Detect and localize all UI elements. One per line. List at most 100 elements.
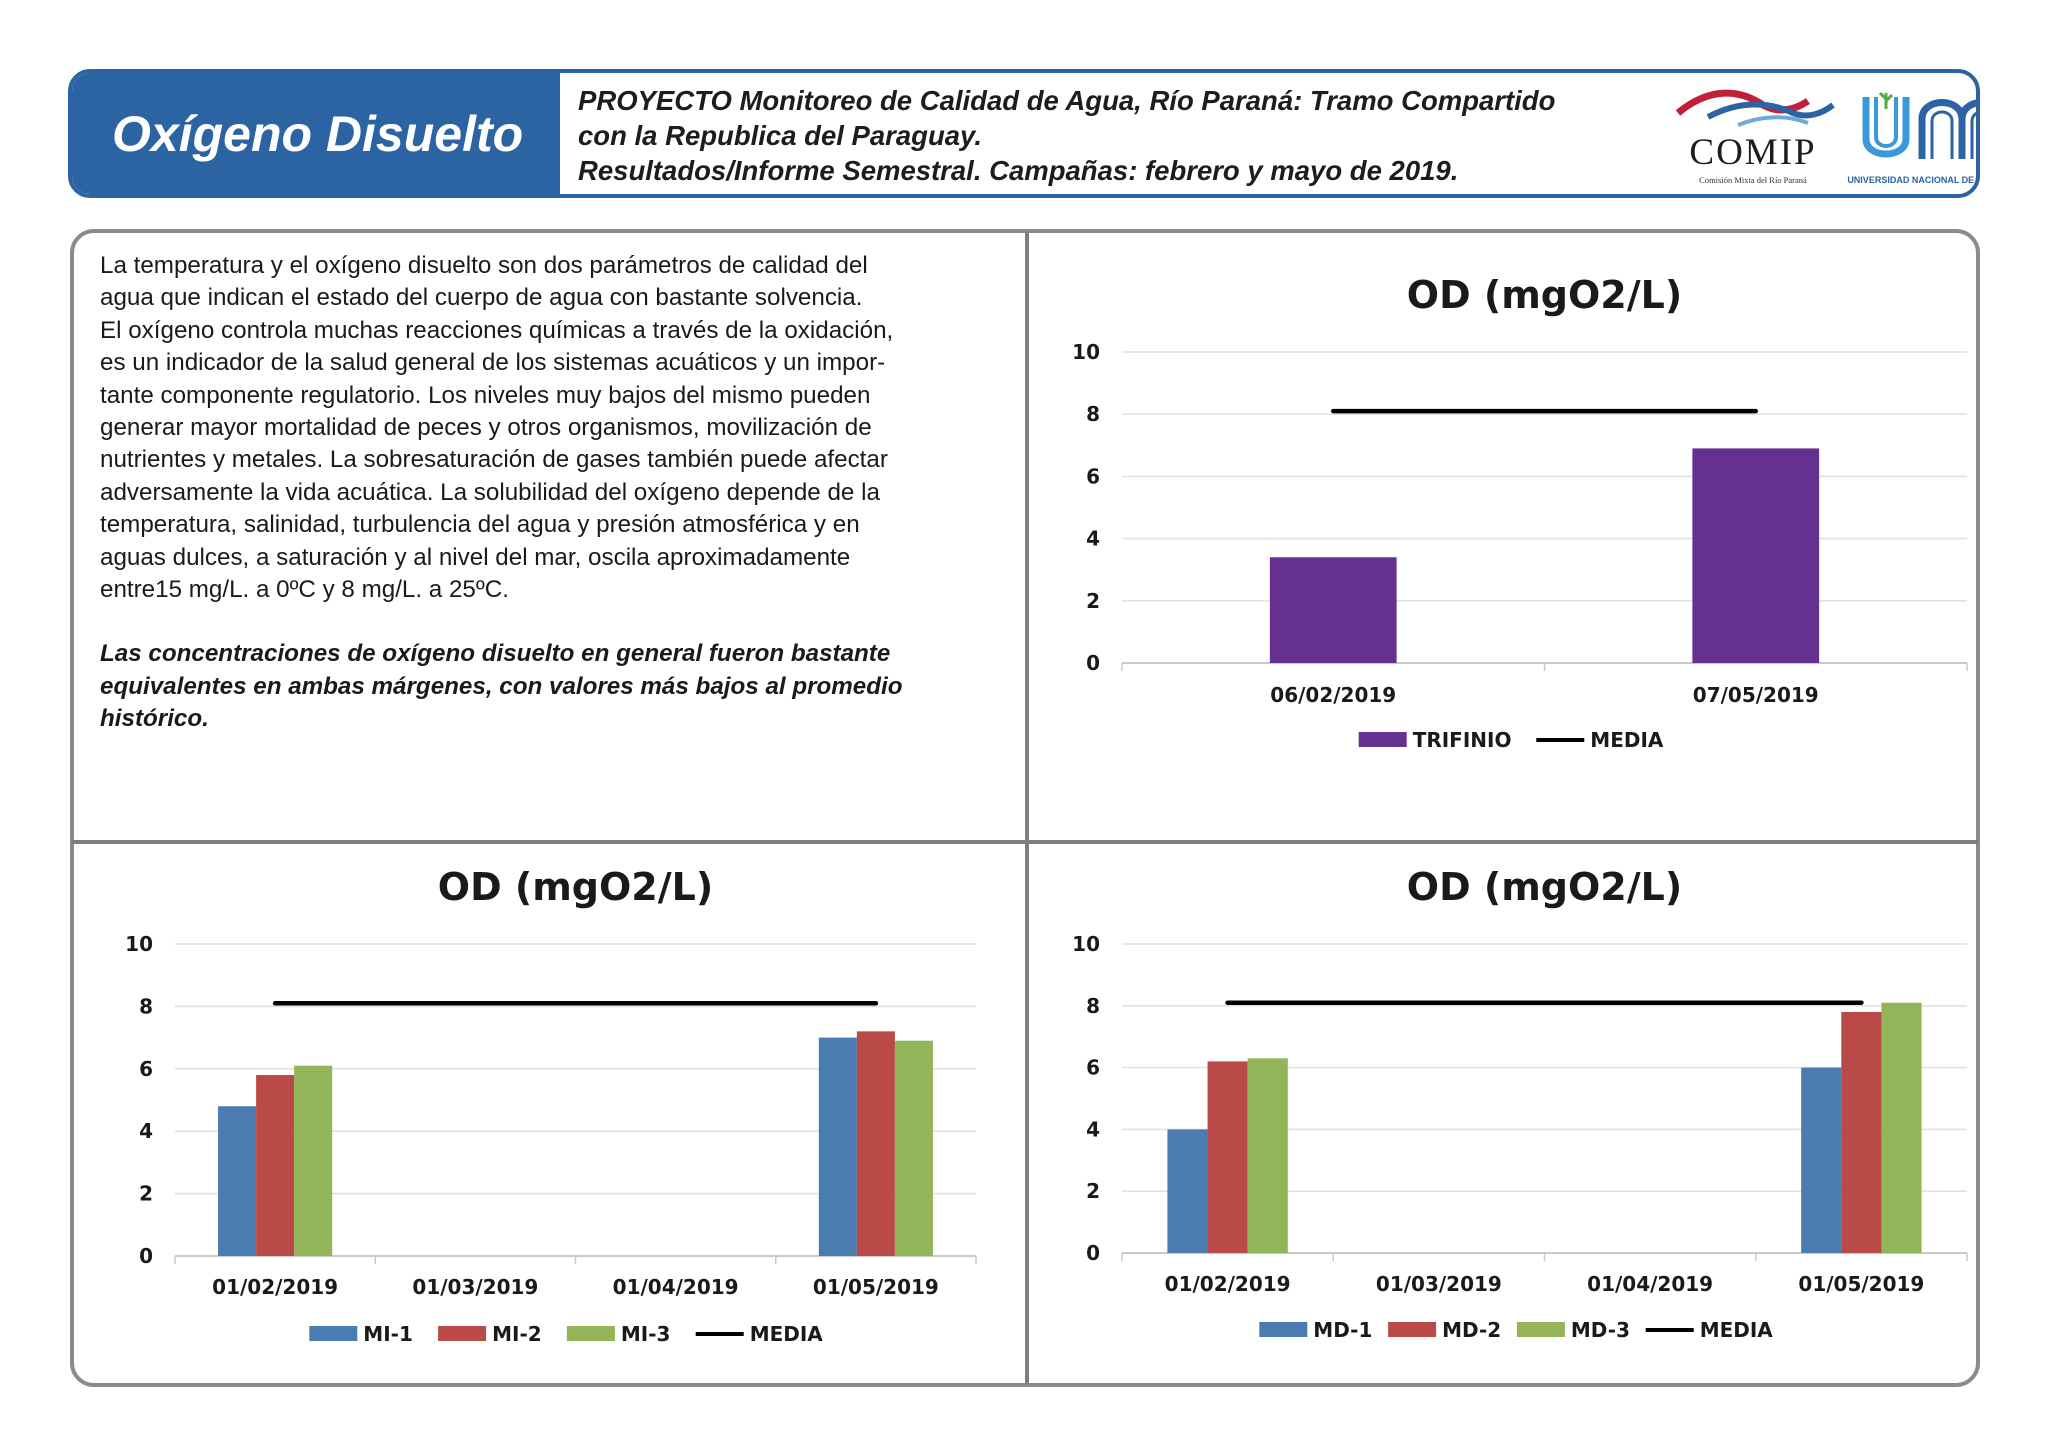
- y-tick-label: 10: [1072, 340, 1100, 364]
- bar-md-1: [1167, 1129, 1208, 1253]
- legend-label: MEDIA: [750, 1322, 824, 1346]
- chart-margen-izquierda: OD (mgO2/L) 0 2 4 6 8 10 01/02/2019 01/03/2019 01…: [100, 858, 1030, 1368]
- section-title: Oxígeno Disuelto: [112, 105, 524, 162]
- conclusion-line: histórico.: [100, 705, 209, 733]
- x-tick-label: 01/02/2019: [212, 1275, 338, 1299]
- y-tick-label: 2: [1086, 1179, 1100, 1203]
- x-tick-label: 01/04/2019: [1587, 1272, 1713, 1296]
- description-line: El oxígeno controla muchas reacciones qu…: [100, 316, 894, 344]
- x-tick-label: 01/05/2019: [1798, 1272, 1924, 1296]
- legend-label: MI-1: [363, 1322, 413, 1346]
- unam-emblem-icon: [1862, 91, 1976, 159]
- legend-label: MEDIA: [1700, 1318, 1774, 1342]
- y-tick-label: 8: [139, 994, 153, 1018]
- bar-md-2: [1207, 1061, 1248, 1253]
- project-line: PROYECTO Monitoreo de Calidad de Agua, R…: [578, 85, 1556, 116]
- y-tick-label: 0: [139, 1244, 153, 1268]
- legend-label: TRIFINIO: [1413, 728, 1512, 752]
- bar-trifinio: [1269, 557, 1397, 663]
- bar-trifinio: [1692, 448, 1820, 663]
- chart-title: OD (mgO2/L): [1407, 865, 1682, 909]
- description-line: generar mayor mortalidad de peces y otro…: [100, 414, 872, 442]
- x-tick-label: 01/02/2019: [1165, 1272, 1291, 1296]
- legend-label: MI-3: [621, 1322, 671, 1346]
- project-line: con la Republica del Paraguay.: [578, 120, 982, 151]
- y-tick-label: 4: [1086, 1117, 1100, 1141]
- bar-mi-3: [894, 1040, 933, 1256]
- comip-wave-icon: [1675, 89, 1835, 127]
- y-tick-label: 2: [1086, 589, 1100, 613]
- chart-svg: OD (mgO2/L) 0 2 4 6 8 10 06/02/2019 07/05/2019 TR…: [1072, 273, 1968, 752]
- legend-swatch: [1259, 1322, 1308, 1337]
- chart-svg: OD (mgO2/L) 0 2 4 6 8 10 01/02/2019 01/03/2019 01…: [1072, 865, 1968, 1342]
- conclusion-text: Las concentraciones de oxígeno disuelto …: [100, 638, 1010, 735]
- legend-swatch: [1388, 1322, 1437, 1337]
- chart-title: OD (mgO2/L): [438, 865, 713, 909]
- bar-mi-1: [218, 1106, 257, 1256]
- chart-trifinio: OD (mgO2/L) 0 2 4 6 8 10 06/02/2019 07/05/2019 TR…: [1040, 262, 1970, 772]
- description-line: entre15 mg/L. a 0ºC y 8 mg/L. a 25ºC.: [100, 576, 509, 604]
- legend-label: MD-3: [1571, 1318, 1630, 1342]
- y-tick-label: 10: [125, 932, 153, 956]
- legend-label: MD-1: [1313, 1318, 1372, 1342]
- header-banner: Oxígeno Disuelto PROYECTO Monitoreo de C…: [68, 69, 1980, 198]
- legend-label: MD-2: [1442, 1318, 1501, 1342]
- x-tick-label: 01/03/2019: [1376, 1272, 1502, 1296]
- legend-label: MEDIA: [1590, 728, 1664, 752]
- legend-swatch: [566, 1326, 615, 1341]
- bar-md-1: [1801, 1067, 1842, 1253]
- description-text: La temperatura y el oxígeno disuelto son…: [100, 250, 1010, 736]
- chart-margen-derecha: OD (mgO2/L) 0 2 4 6 8 10 01/02/2019 01/03/2019 01…: [1040, 858, 1970, 1368]
- x-tick-label: 07/05/2019: [1693, 683, 1819, 707]
- y-tick-label: 6: [139, 1057, 153, 1081]
- description-line: temperatura, salinidad, turbulencia del …: [100, 511, 860, 539]
- x-tick-label: 06/02/2019: [1270, 683, 1396, 707]
- y-tick-label: 10: [1072, 932, 1100, 956]
- legend-swatch: [1358, 732, 1407, 747]
- bar-md-2: [1841, 1011, 1882, 1253]
- unam-subtitle: UNIVERSIDAD NACIONAL DE MISIONES: [1847, 175, 1976, 185]
- legend-swatch: [1516, 1322, 1565, 1337]
- horizontal-divider: [72, 840, 1978, 844]
- description-line: nutrientes y metales. La sobresaturación…: [100, 446, 888, 474]
- y-tick-label: 8: [1086, 402, 1100, 426]
- description-line: adversamente la vida acuática. La solubi…: [100, 478, 880, 506]
- x-tick-label: 01/05/2019: [813, 1275, 939, 1299]
- y-tick-label: 0: [1086, 651, 1100, 675]
- bar-md-3: [1881, 1002, 1922, 1253]
- comip-wordmark: COMIP: [1689, 132, 1817, 173]
- vertical-divider: [1025, 231, 1029, 1385]
- legend-label: MI-2: [492, 1322, 542, 1346]
- legend-swatch: [438, 1326, 487, 1341]
- description-line: aguas dulces, a saturación y al nivel de…: [100, 543, 851, 571]
- chart-title: OD (mgO2/L): [1407, 273, 1682, 317]
- bar-md-3: [1247, 1058, 1288, 1253]
- y-tick-label: 0: [1086, 1241, 1100, 1265]
- y-tick-label: 6: [1086, 464, 1100, 488]
- legend-swatch: [309, 1326, 358, 1341]
- bar-mi-2: [256, 1075, 295, 1256]
- description-line: La temperatura y el oxígeno disuelto son…: [100, 252, 868, 279]
- y-tick-label: 4: [139, 1119, 153, 1143]
- description-line: es un indicador de la salud general de l…: [100, 349, 886, 377]
- y-tick-label: 4: [1086, 527, 1100, 551]
- project-line: Resultados/Informe Semestral. Campañas: …: [578, 155, 1459, 186]
- section-title-box: Oxígeno Disuelto: [72, 73, 560, 194]
- chart-svg: OD (mgO2/L) 0 2 4 6 8 10 01/02/2019 01/03/2019 01…: [125, 865, 977, 1346]
- project-description: PROYECTO Monitoreo de Calidad de Agua, R…: [578, 83, 1658, 188]
- y-tick-label: 8: [1086, 994, 1100, 1018]
- x-tick-label: 01/04/2019: [613, 1275, 739, 1299]
- unam-logo: UNIVERSIDAD NACIONAL DE MISIONES: [1844, 89, 1976, 194]
- comip-subtitle: Comisión Mixta del Río Paraná: [1699, 175, 1807, 185]
- conclusion-line: Las concentraciones de oxígeno disuelto …: [100, 640, 891, 668]
- comip-logo: COMIP Comisión Mixta del Río Paraná: [1668, 83, 1838, 193]
- y-tick-label: 2: [139, 1182, 153, 1206]
- bar-mi-2: [856, 1031, 895, 1256]
- x-tick-label: 01/03/2019: [412, 1275, 538, 1299]
- bar-mi-1: [818, 1037, 857, 1256]
- conclusion-line: equivalentes en ambas márgenes, con valo…: [100, 672, 903, 700]
- y-tick-label: 6: [1086, 1056, 1100, 1080]
- bar-mi-3: [294, 1065, 333, 1256]
- description-line: agua que indican el estado del cuerpo de…: [100, 284, 863, 312]
- description-line: tante componente regulatorio. Los nivele…: [100, 381, 871, 409]
